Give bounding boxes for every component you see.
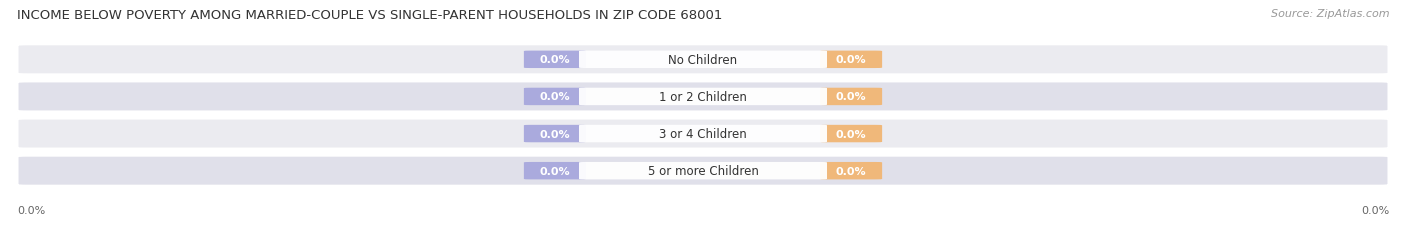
Text: 3 or 4 Children: 3 or 4 Children bbox=[659, 128, 747, 140]
FancyBboxPatch shape bbox=[579, 51, 827, 69]
Text: 0.0%: 0.0% bbox=[835, 129, 866, 139]
FancyBboxPatch shape bbox=[17, 119, 1389, 149]
FancyBboxPatch shape bbox=[820, 125, 882, 143]
Text: 1 or 2 Children: 1 or 2 Children bbox=[659, 91, 747, 103]
FancyBboxPatch shape bbox=[524, 125, 586, 143]
Text: Source: ZipAtlas.com: Source: ZipAtlas.com bbox=[1271, 9, 1389, 19]
FancyBboxPatch shape bbox=[579, 88, 827, 106]
Text: 0.0%: 0.0% bbox=[540, 166, 571, 176]
Text: 0.0%: 0.0% bbox=[1361, 205, 1389, 215]
Text: 0.0%: 0.0% bbox=[540, 92, 571, 102]
FancyBboxPatch shape bbox=[820, 88, 882, 106]
Text: 0.0%: 0.0% bbox=[835, 92, 866, 102]
FancyBboxPatch shape bbox=[579, 162, 827, 180]
Text: 0.0%: 0.0% bbox=[17, 205, 45, 215]
FancyBboxPatch shape bbox=[820, 51, 882, 69]
FancyBboxPatch shape bbox=[524, 51, 586, 69]
Text: 0.0%: 0.0% bbox=[540, 129, 571, 139]
FancyBboxPatch shape bbox=[524, 88, 586, 106]
FancyBboxPatch shape bbox=[579, 125, 827, 143]
FancyBboxPatch shape bbox=[820, 162, 882, 180]
Text: INCOME BELOW POVERTY AMONG MARRIED-COUPLE VS SINGLE-PARENT HOUSEHOLDS IN ZIP COD: INCOME BELOW POVERTY AMONG MARRIED-COUPL… bbox=[17, 9, 723, 22]
FancyBboxPatch shape bbox=[524, 162, 586, 180]
FancyBboxPatch shape bbox=[17, 156, 1389, 186]
FancyBboxPatch shape bbox=[17, 45, 1389, 75]
Text: No Children: No Children bbox=[668, 54, 738, 67]
FancyBboxPatch shape bbox=[17, 82, 1389, 112]
Text: 0.0%: 0.0% bbox=[835, 55, 866, 65]
Text: 5 or more Children: 5 or more Children bbox=[648, 164, 758, 177]
Text: 0.0%: 0.0% bbox=[540, 55, 571, 65]
Text: 0.0%: 0.0% bbox=[835, 166, 866, 176]
